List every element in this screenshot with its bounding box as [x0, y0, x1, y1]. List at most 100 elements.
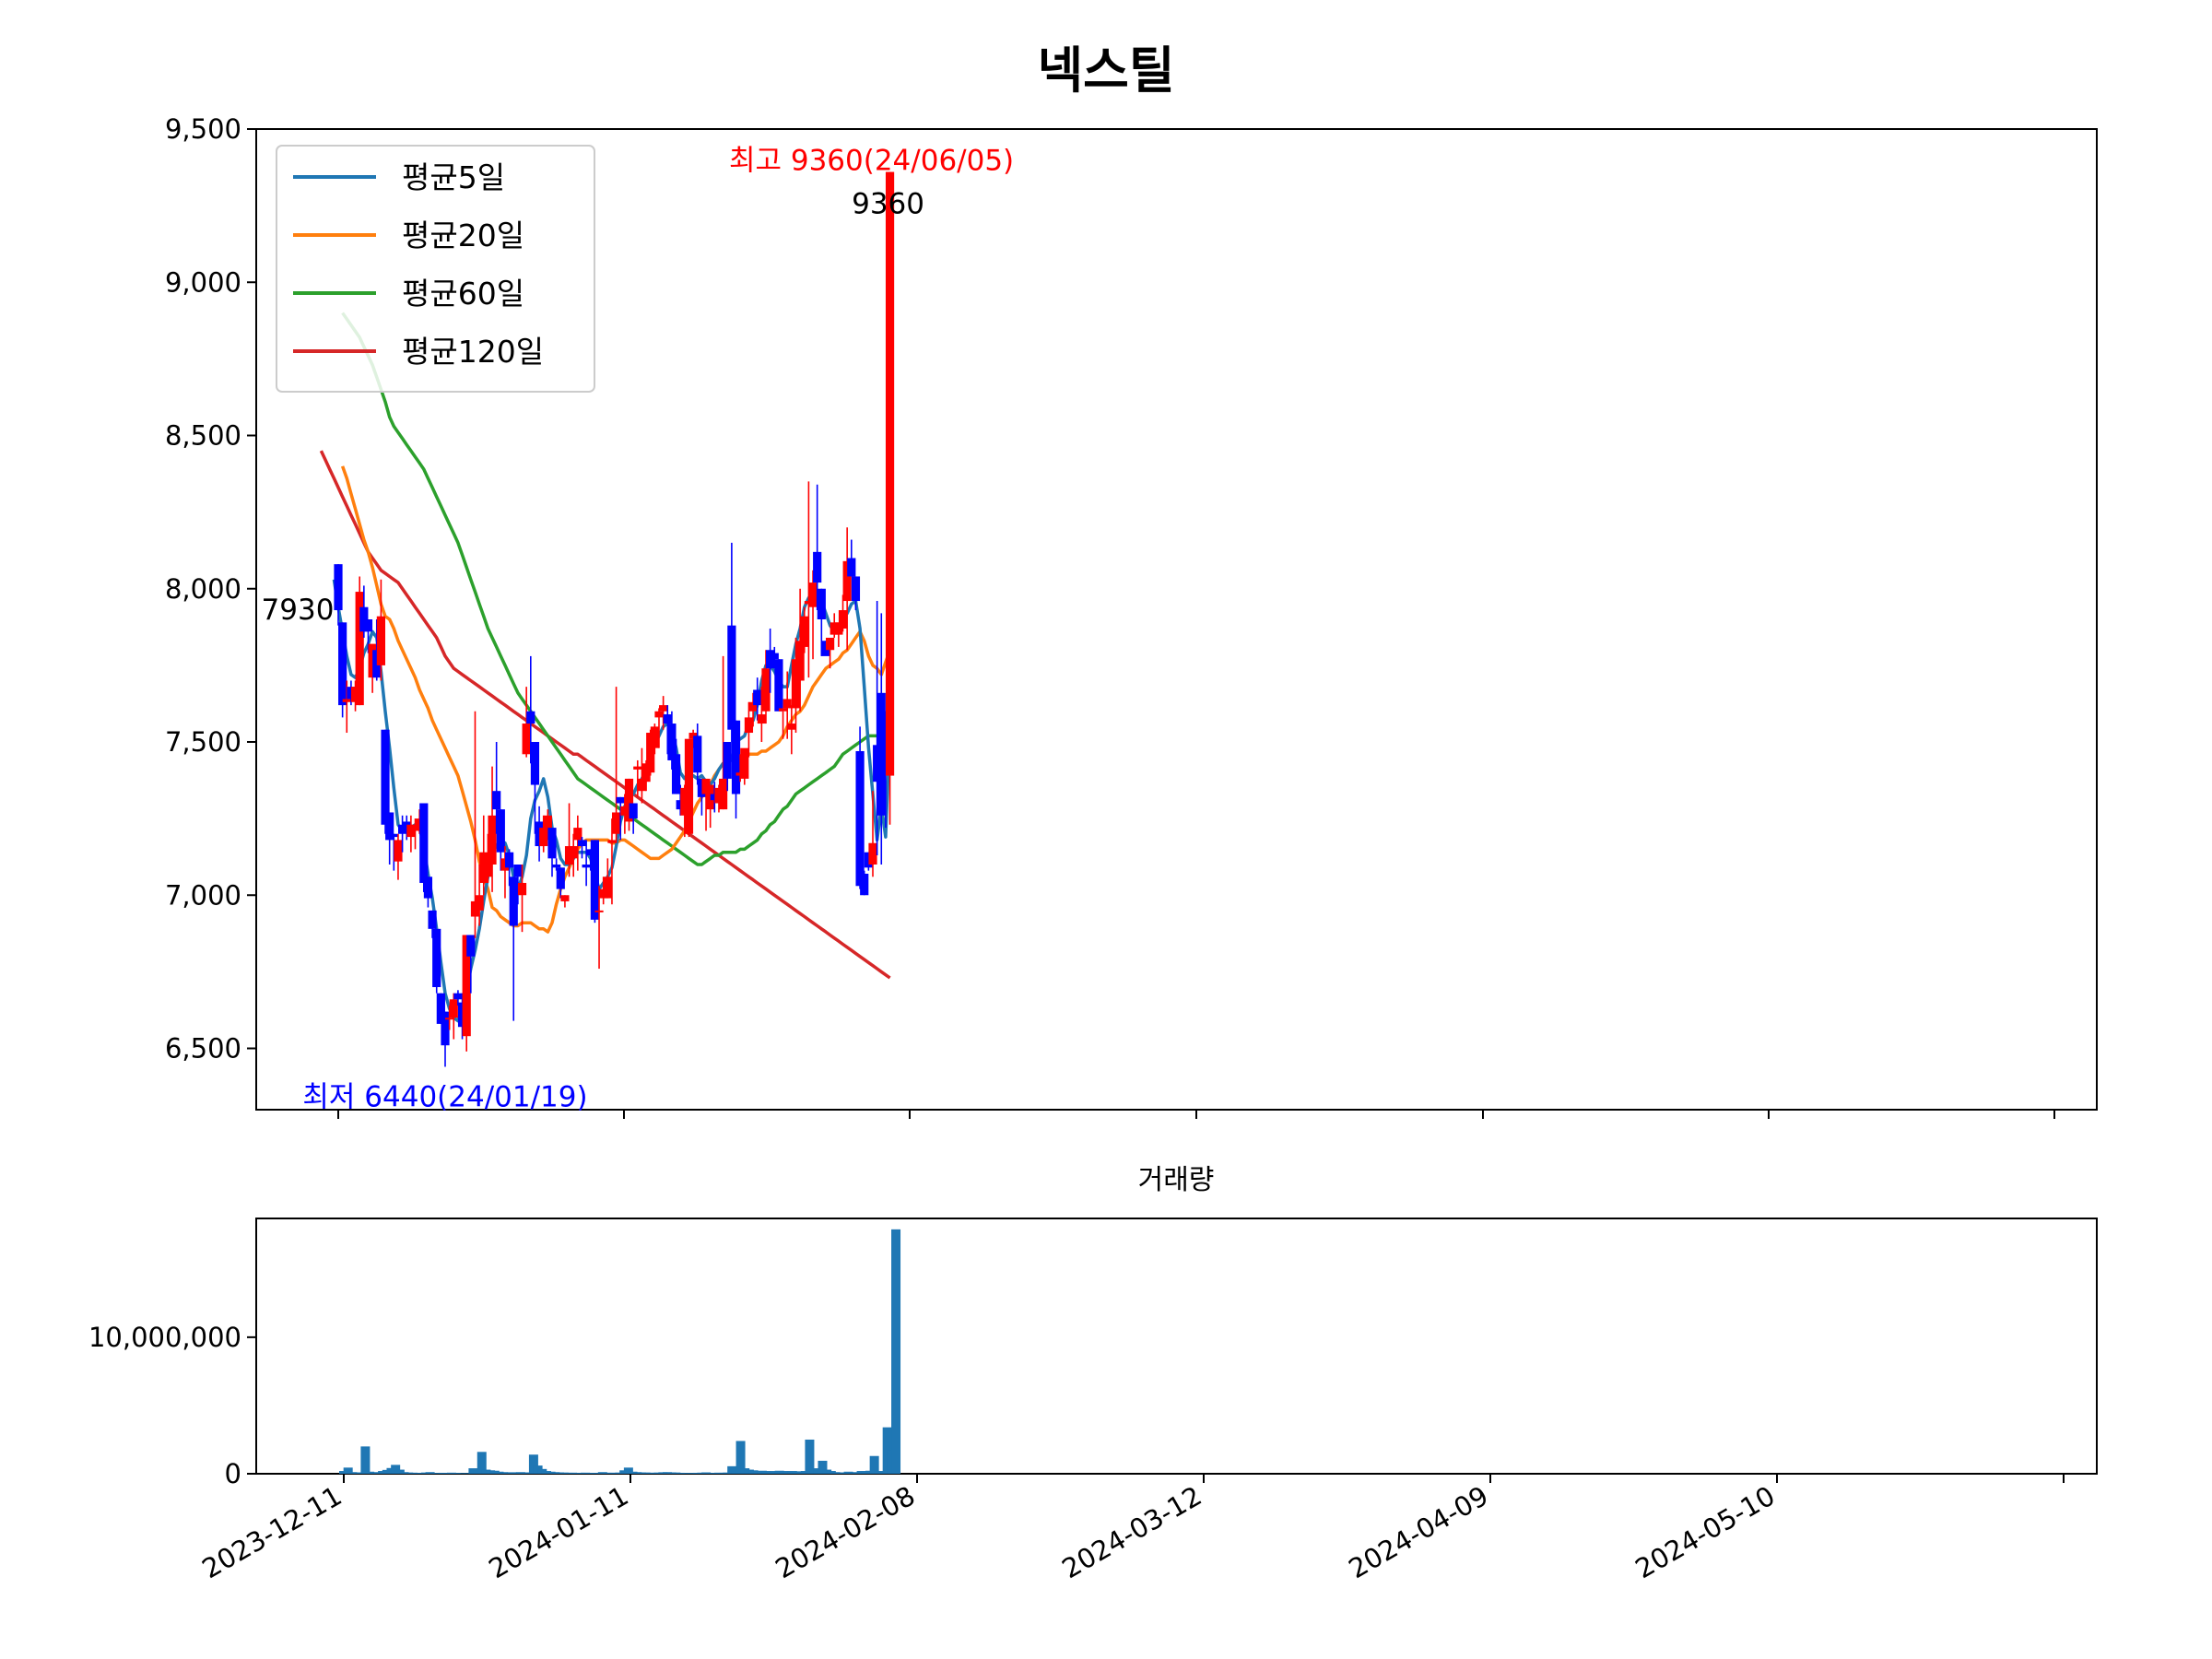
candle-body — [436, 993, 445, 1024]
candle — [782, 671, 792, 739]
candle — [641, 759, 651, 792]
candle — [470, 711, 480, 938]
candle-body — [800, 616, 809, 647]
candle — [842, 527, 852, 651]
candle-body — [389, 833, 398, 838]
candle-body — [650, 726, 659, 748]
candle — [415, 809, 424, 834]
candle — [616, 796, 625, 841]
candle — [778, 708, 788, 739]
candle — [659, 696, 668, 730]
y-tick-label: 7,500 — [165, 726, 241, 758]
candle-body — [573, 828, 582, 841]
candle — [363, 619, 373, 653]
candle-body — [873, 745, 882, 782]
y-tick-label: 9,000 — [165, 266, 241, 298]
candle — [368, 643, 377, 693]
candle — [847, 539, 856, 577]
candle-body — [552, 865, 561, 868]
volume-bar — [805, 1439, 815, 1474]
candle-body — [466, 935, 476, 957]
candle-body — [376, 616, 385, 665]
candle-body — [535, 821, 544, 847]
x-tick-label: 2024-05-10 — [1630, 1480, 1781, 1585]
candle-body — [877, 692, 886, 816]
candle — [791, 637, 801, 734]
candle-body — [701, 778, 711, 794]
candle — [881, 711, 890, 829]
candle — [826, 637, 835, 669]
candle — [834, 622, 843, 647]
candle-body — [860, 873, 869, 896]
candle-body — [564, 846, 574, 865]
candle-body — [470, 900, 480, 917]
first-close-label: 7930 — [262, 594, 335, 627]
candle — [505, 849, 514, 887]
candle — [800, 606, 809, 653]
candle — [868, 791, 877, 877]
candle-body — [791, 659, 801, 709]
candle-body — [667, 724, 677, 760]
candle — [637, 747, 647, 804]
candle-body — [851, 576, 861, 602]
volume-bar — [360, 1446, 371, 1474]
candle — [646, 729, 655, 776]
candle — [586, 849, 595, 871]
candle-body — [394, 840, 403, 862]
candle — [385, 812, 394, 865]
volume-panel: 거래량 0 10,000,000 2023-12-11 2024-01-11 2024… — [88, 1164, 2098, 1585]
candle-body — [821, 641, 830, 656]
candle-body — [654, 711, 664, 718]
candle-body — [881, 711, 890, 773]
candle — [753, 677, 762, 721]
candle-body — [402, 821, 411, 831]
candle-body — [385, 812, 394, 841]
volume-bar — [394, 1469, 405, 1474]
candle-body — [795, 641, 805, 681]
candle — [517, 865, 527, 933]
candle — [766, 628, 775, 693]
volume-y-tick-label: 0 — [225, 1458, 241, 1489]
candle — [629, 803, 638, 834]
candle — [560, 895, 570, 908]
candle-body — [637, 778, 647, 792]
candle — [761, 650, 771, 724]
candle — [509, 877, 518, 1021]
candle-body — [719, 778, 728, 810]
candle-body — [547, 828, 557, 859]
candle — [787, 705, 796, 755]
candle — [402, 815, 411, 841]
candle — [817, 588, 826, 656]
y-tick-label: 8,500 — [165, 420, 241, 452]
candle-body — [842, 560, 852, 602]
candle — [573, 815, 582, 871]
candle-body — [706, 784, 715, 810]
volume-bar — [343, 1467, 353, 1474]
candle — [740, 747, 749, 785]
candle — [479, 815, 488, 896]
candle — [513, 865, 523, 905]
chart-title: 넥스틸 — [1037, 41, 1174, 100]
candle-body — [864, 852, 873, 868]
candle-body — [500, 858, 510, 871]
volume-bar — [891, 1229, 901, 1474]
candle — [633, 759, 642, 797]
last-close-label: 9360 — [852, 188, 924, 221]
candle-body — [885, 171, 895, 776]
candle-body — [753, 689, 762, 706]
volume-bar — [882, 1427, 892, 1474]
candle-body — [453, 993, 463, 1000]
volume-bar — [477, 1452, 487, 1474]
candle — [582, 840, 591, 887]
candle — [564, 803, 574, 877]
volume-bar — [727, 1465, 737, 1474]
candle-body — [693, 735, 702, 773]
legend-label-ma20: 평균20일 — [402, 218, 524, 253]
candle-body — [804, 601, 813, 605]
candle-body — [838, 610, 848, 629]
candle-body — [569, 846, 578, 859]
candle — [727, 542, 736, 742]
candle — [663, 705, 672, 755]
candle — [522, 687, 531, 758]
